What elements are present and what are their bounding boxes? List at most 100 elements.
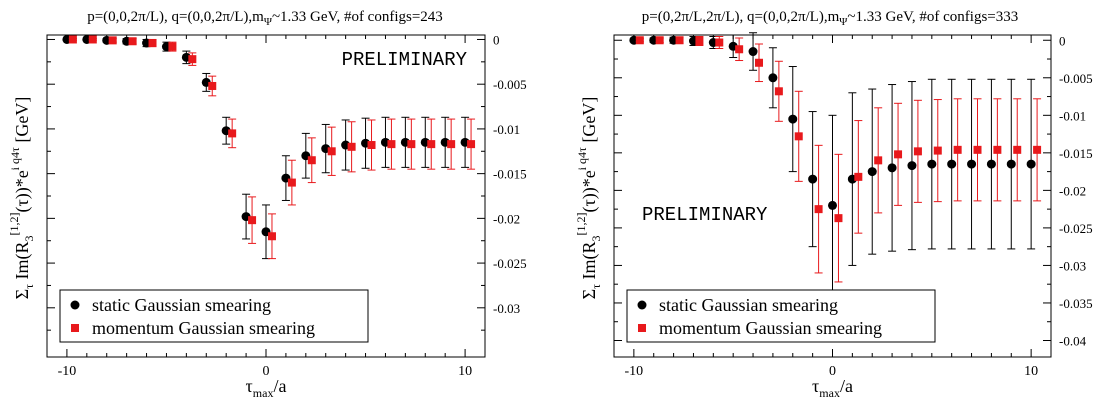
data-point xyxy=(874,156,883,165)
data-point xyxy=(967,159,977,169)
legend-label: momentum Gaussian smearing xyxy=(92,318,315,338)
title-main: p=(0,0,2π/L), q=(0,0,2π/L),m xyxy=(87,9,264,25)
title-main: p=(0,2π/L,2π/L), q=(0,0,2π/L),m xyxy=(642,9,840,25)
data-point xyxy=(907,161,917,171)
data-point xyxy=(1033,145,1042,154)
data-point xyxy=(427,140,436,149)
ylabel-unit: [GeV] xyxy=(12,97,32,147)
series-momentum xyxy=(68,35,476,260)
xlabel-sub: max xyxy=(253,386,274,400)
y-tick-label: -0.03 xyxy=(493,301,520,316)
ylabel-sup-12: [1,2] xyxy=(574,213,588,236)
data-point xyxy=(788,114,798,124)
data-point xyxy=(128,37,137,46)
data-point xyxy=(755,58,764,67)
data-point xyxy=(953,145,962,154)
data-point xyxy=(367,141,376,150)
y-tick-label: -0.04 xyxy=(1059,333,1087,348)
y-tick-label: 0 xyxy=(1059,33,1066,48)
data-point xyxy=(467,140,476,149)
preliminary-watermark: PRELIMINARY xyxy=(342,49,468,71)
data-point xyxy=(287,178,296,187)
data-point xyxy=(447,140,456,149)
data-point xyxy=(88,35,97,44)
legend-label: momentum Gaussian smearing xyxy=(659,318,882,338)
xlabel-main: τ xyxy=(812,376,819,396)
legend-label: static Gaussian smearing xyxy=(92,295,271,315)
data-point xyxy=(814,205,823,214)
x-axis-label: τmax/a xyxy=(812,376,853,400)
y-tick-label: -0.015 xyxy=(493,167,527,182)
data-point xyxy=(407,140,416,149)
data-point xyxy=(774,87,783,96)
data-point xyxy=(854,172,863,181)
chart-title: p=(0,0,2π/L), q=(0,0,2π/L),mΨ~1.33 GeV, … xyxy=(87,9,443,28)
data-point xyxy=(188,55,197,64)
legend-label: static Gaussian smearing xyxy=(659,295,838,315)
y-axis-label: Στ Im(R3[1,2](τ))*ei q4τ [GeV] xyxy=(7,97,36,300)
chart-title: p=(0,2π/L,2π/L), q=(0,0,2π/L),mΨ~1.33 Ge… xyxy=(642,9,1019,28)
y-tick-label: -0.025 xyxy=(493,256,527,271)
legend-box xyxy=(626,289,936,343)
y-tick-label: -0.03 xyxy=(1059,258,1086,273)
ylabel-sub-3: 3 xyxy=(22,236,36,242)
data-point xyxy=(228,129,237,138)
legend-marker xyxy=(70,300,80,310)
data-point xyxy=(1026,159,1036,169)
y-tick-label: -0.02 xyxy=(1059,183,1086,198)
ylabel-sub-3: 3 xyxy=(589,236,603,242)
ylabel-part-a: Im(R xyxy=(12,242,33,280)
title-sub: Ψ xyxy=(839,16,848,28)
y-tick-label: -0.025 xyxy=(1059,221,1093,236)
ylabel-sup-exp: i q4τ xyxy=(8,147,22,170)
data-point xyxy=(947,159,957,169)
ylabel-part-b: (τ))*e xyxy=(579,170,600,212)
data-point xyxy=(887,163,897,173)
ylabel-sigma-sub: τ xyxy=(589,284,603,289)
ylabel-sup-12: [1,2] xyxy=(7,213,21,236)
ylabel-sup-exp: i q4τ xyxy=(575,147,589,170)
data-point xyxy=(808,174,818,184)
data-point xyxy=(148,39,157,48)
y-tick-label: -0.01 xyxy=(1059,108,1086,123)
legend-marker xyxy=(637,300,647,310)
data-point xyxy=(867,167,877,177)
data-point xyxy=(927,159,937,169)
data-point xyxy=(655,36,664,45)
data-point xyxy=(387,140,396,149)
data-point xyxy=(248,216,257,225)
xlabel-rest: /a xyxy=(273,376,286,396)
data-point xyxy=(347,142,356,151)
data-point xyxy=(828,200,837,210)
data-point xyxy=(735,45,744,54)
xlabel-sub: max xyxy=(819,386,840,400)
legend-marker xyxy=(71,324,79,332)
ylabel-unit: [GeV] xyxy=(579,97,599,147)
data-point xyxy=(675,36,684,45)
data-point xyxy=(635,36,644,45)
preliminary-watermark: PRELIMINARY xyxy=(642,204,768,226)
legend: static Gaussian smearing momentum Gaussia… xyxy=(626,289,936,343)
y-tick-label: -0.035 xyxy=(1059,296,1093,311)
ylabel-part-a: Im(R xyxy=(579,242,600,280)
ylabel-part-b: (τ))*e xyxy=(12,170,33,212)
title-rest: ~1.33 GeV, #of configs=333 xyxy=(847,9,1018,25)
data-point xyxy=(913,147,922,156)
data-point xyxy=(695,37,704,46)
data-point xyxy=(108,36,117,45)
data-point xyxy=(168,42,177,51)
y-tick-label: -0.005 xyxy=(493,77,527,92)
data-point xyxy=(768,73,778,83)
x-tick-label: 0 xyxy=(829,364,836,379)
chart-panel-1: -10 0 10 0 -0.005 -0.01 -0.015 -0.02 -0.025 -0.03… xyxy=(7,9,527,400)
y-tick-label: -0.02 xyxy=(493,211,520,226)
data-point xyxy=(794,132,803,141)
data-point xyxy=(748,47,758,57)
data-point xyxy=(834,214,843,223)
xlabel-main: τ xyxy=(246,376,253,396)
data-point xyxy=(973,145,982,154)
data-point xyxy=(267,232,276,241)
title-rest: ~1.33 GeV, #of configs=243 xyxy=(272,9,443,25)
y-tick-label: -0.01 xyxy=(493,122,520,137)
data-point xyxy=(307,156,316,165)
